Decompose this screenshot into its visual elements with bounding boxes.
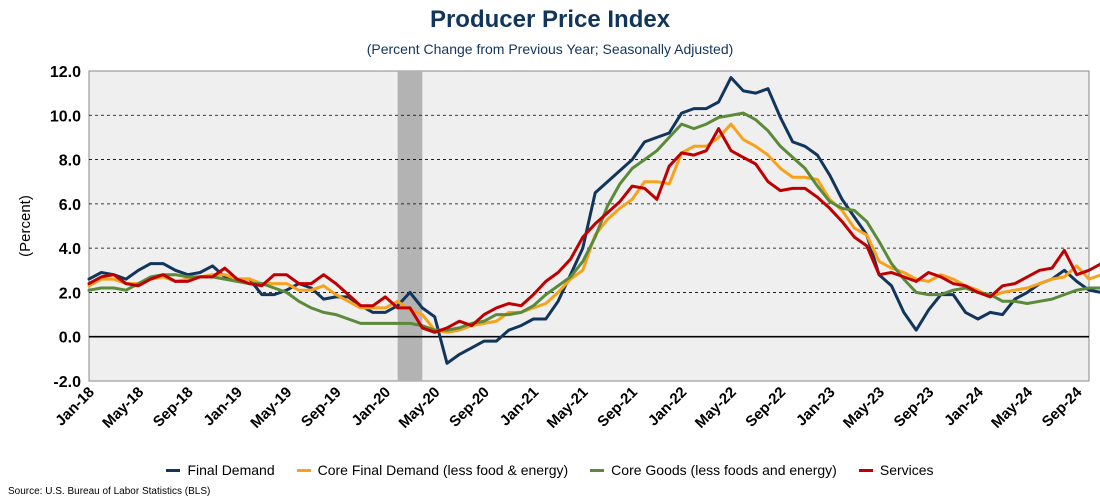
y-tick-label: 10.0 <box>50 108 81 125</box>
chart-subtitle: (Percent Change from Previous Year; Seas… <box>366 41 734 57</box>
x-tick-label: Jan-24 <box>941 383 987 429</box>
legend-swatch <box>858 468 873 472</box>
series-line-4 <box>87 127 1100 334</box>
x-tick-label: Sep-21 <box>594 384 641 431</box>
recession-band-layer <box>397 71 423 381</box>
chart-title: Producer Price Index <box>429 6 671 33</box>
legend-label: Core Final Demand (less food & energy) <box>317 462 569 478</box>
y-tick-label: 0.0 <box>59 330 81 347</box>
x-tick-label: Sep-20 <box>446 384 493 431</box>
legend: Final Demand Core Final Demand (less food… <box>0 462 1100 478</box>
x-tick-label: May-20 <box>396 384 444 432</box>
legend-label: Final Demand <box>187 462 275 478</box>
x-tick-label: May-19 <box>247 384 295 432</box>
y-tick-label: 2.0 <box>59 285 81 302</box>
x-tick-label: Sep-22 <box>742 384 789 431</box>
legend-label: Services <box>879 462 934 478</box>
legend-swatch <box>296 468 311 472</box>
y-tick-label: 8.0 <box>59 153 81 170</box>
y-axis-label: (Percent) <box>17 195 34 257</box>
legend-item: Services <box>858 462 934 478</box>
source-note: Source: U.S. Bureau of Labor Statistics … <box>8 486 211 497</box>
x-tick-label: May-21 <box>544 384 592 432</box>
x-tick-label: Sep-19 <box>298 384 345 431</box>
x-axis-ticks: Jan-18 May-18 Sep-18 Jan-19 May-19 Sep-19 Jan-… <box>52 383 1086 431</box>
series-layer <box>87 76 1100 365</box>
x-tick-label: May-18 <box>99 384 147 432</box>
y-axis-ticks: -2.0 0.0 2.0 4.0 6.0 8.0 10.0 12.0 <box>50 64 81 391</box>
x-tick-label: Jan-23 <box>793 384 839 430</box>
x-tick-label: Jan-22 <box>645 384 691 430</box>
x-tick-label: Sep-23 <box>891 384 938 431</box>
series-line-3 <box>87 111 1100 332</box>
legend-item: Final Demand <box>166 462 275 478</box>
x-tick-label: May-23 <box>840 384 888 432</box>
x-tick-label: Sep-18 <box>150 384 197 431</box>
x-tick-label: Sep-24 <box>1039 383 1086 430</box>
legend-item: Core Goods (less foods and energy) <box>590 462 837 478</box>
x-tick-label: Jan-19 <box>200 384 246 430</box>
y-tick-label: -2.0 <box>53 374 81 391</box>
chart-canvas: -2.0 0.0 2.0 4.0 6.0 8.0 10.0 12.0 Jan-18 May-18… <box>17 64 1100 432</box>
x-tick-label: May-24 <box>988 383 1036 431</box>
recession-band <box>397 71 423 381</box>
legend-item: Core Final Demand (less food & energy) <box>296 462 569 478</box>
series-line-1 <box>87 76 1100 365</box>
y-tick-label: 4.0 <box>59 241 81 258</box>
x-tick-label: Jan-20 <box>348 384 394 430</box>
legend-swatch <box>590 468 605 472</box>
legend-label: Core Goods (less foods and energy) <box>611 462 837 478</box>
legend-swatch <box>166 468 181 472</box>
y-tick-label: 6.0 <box>59 197 81 214</box>
x-tick-label: May-22 <box>692 384 740 432</box>
y-tick-label: 12.0 <box>50 64 81 81</box>
x-tick-label: Jan-21 <box>497 384 543 430</box>
